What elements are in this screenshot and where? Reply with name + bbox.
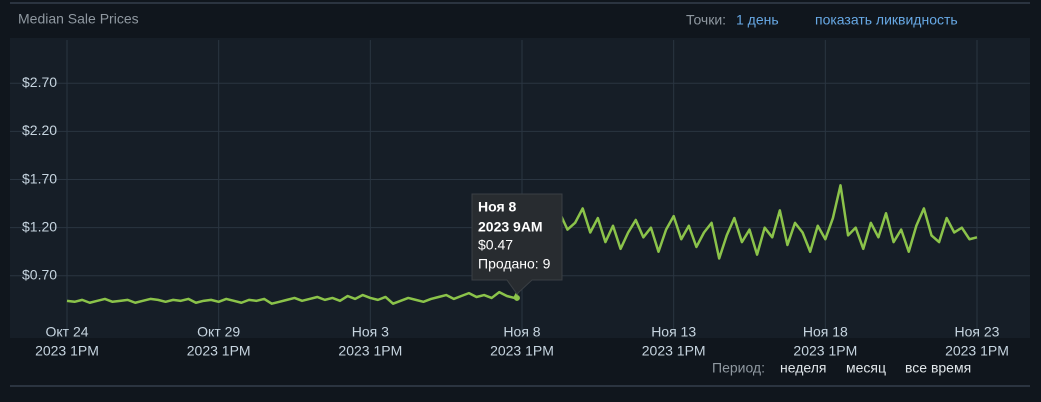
tooltip-box xyxy=(471,193,563,295)
tooltip: Ноя 8 2023 9AM $0.47 Продано: 9 xyxy=(471,193,563,301)
tooltip-price: $0.47 xyxy=(478,237,513,253)
x-tick-label: 2023 1PM xyxy=(187,343,251,359)
x-tick-label: 2023 1PM xyxy=(642,343,706,359)
x-tick-label: 2023 1PM xyxy=(338,343,402,359)
y-tick-label: $1.70 xyxy=(22,170,57,186)
points-label: Точки: xyxy=(686,12,726,28)
chart-title: Median Sale Prices xyxy=(18,11,139,27)
liquidity-link[interactable]: показать ликвидность xyxy=(815,12,958,28)
y-tick-label: $1.20 xyxy=(22,218,57,234)
x-tick-label: Ноя 18 xyxy=(803,324,848,340)
period-label: Период: xyxy=(712,360,765,376)
x-tick-label: Окт 24 xyxy=(45,324,88,340)
x-tick-label: Ноя 13 xyxy=(651,324,696,340)
period-option[interactable]: неделя xyxy=(780,360,826,376)
points-value[interactable]: 1 день xyxy=(736,12,779,28)
period-option[interactable]: все время xyxy=(905,360,971,376)
y-tick-label: $0.70 xyxy=(22,267,57,283)
x-tick-label: 2023 1PM xyxy=(945,343,1009,359)
x-tick-label: 2023 1PM xyxy=(35,343,99,359)
period-option[interactable]: месяц xyxy=(846,360,886,376)
x-tick-label: Окт 29 xyxy=(197,324,240,340)
x-tick-label: 2023 1PM xyxy=(490,343,554,359)
y-tick-label: $2.70 xyxy=(22,74,57,90)
x-tick-label: Ноя 3 xyxy=(352,324,389,340)
tooltip-sold: Продано: 9 xyxy=(478,256,551,272)
x-tick-label: 2023 1PM xyxy=(793,343,857,359)
tooltip-point xyxy=(513,294,520,301)
tooltip-date: Ноя 8 xyxy=(478,199,517,215)
x-tick-label: Ноя 23 xyxy=(955,324,1000,340)
x-tick-label: Ноя 8 xyxy=(503,324,540,340)
tooltip-date: 2023 9AM xyxy=(478,219,543,235)
y-tick-label: $2.20 xyxy=(22,122,57,138)
